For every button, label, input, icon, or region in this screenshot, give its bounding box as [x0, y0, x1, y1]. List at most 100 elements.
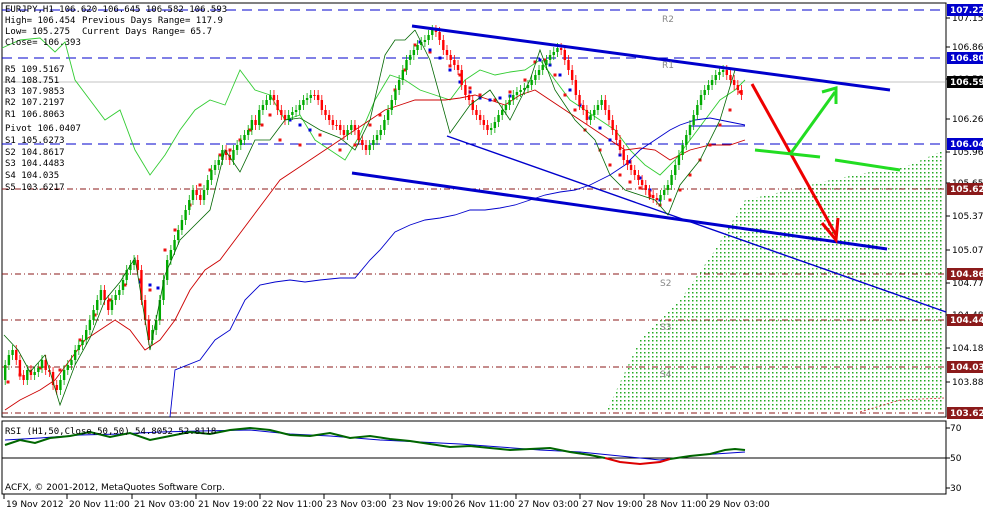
candle-body [324, 110, 327, 115]
candle-body [346, 130, 349, 135]
psar-dot-blue [538, 58, 542, 62]
candle-body [736, 85, 740, 90]
candle-body [515, 92, 519, 95]
psar-dot-blue [418, 40, 422, 44]
psar-dot-blue [308, 128, 312, 132]
candle-body [202, 190, 206, 200]
price-tag-label: 106.593 [950, 78, 983, 88]
candle-body [361, 140, 364, 145]
candle-body [169, 250, 173, 260]
candle-body [501, 110, 504, 115]
psar-dot [738, 90, 742, 94]
candle-body [578, 95, 581, 105]
candle-body [405, 60, 408, 70]
candle-body [582, 105, 585, 110]
x-tick-label: 21 Nov 03:00 [134, 500, 195, 510]
candle-body [729, 75, 732, 80]
candle-body [674, 165, 677, 175]
candle-body [663, 190, 666, 195]
price-tag [947, 183, 983, 195]
candle-body [397, 80, 401, 90]
psar-dot-blue [608, 138, 612, 142]
psar-dot [148, 288, 152, 292]
candle-body [420, 42, 423, 45]
candle-body [725, 70, 728, 75]
candle-body [313, 95, 316, 96]
candle-body [276, 100, 279, 110]
candle-body [699, 95, 703, 105]
rsi-axis: 70 50 30 [946, 424, 962, 494]
psar-dot-blue [156, 286, 160, 290]
high-text: High= 106.454 [5, 16, 75, 26]
prev-range-text: Previous Days Range= 117.9 [82, 16, 223, 26]
candle-body [254, 120, 257, 125]
candle-body [394, 90, 397, 100]
x-tick-label: 23 Nov 03:00 [326, 500, 387, 510]
candle-body [316, 95, 320, 100]
y-tick-label: 106.260 [952, 115, 983, 125]
down-arrow-head [820, 217, 840, 244]
rsi-label: RSI (H1,50,Close,50,50) 54.8052 52.8118 [5, 427, 216, 437]
x-tick-label: 27 Nov 19:00 [582, 500, 643, 510]
candle-body [51, 372, 55, 385]
rsi-tick-label: 70 [950, 424, 962, 434]
candle-body [302, 100, 305, 105]
psar-dot [448, 64, 452, 68]
psar-dot [688, 173, 692, 177]
upper-channel-line [411, 24, 891, 92]
psar-dot [248, 128, 252, 132]
x-tick-label: 19 Nov 2012 [6, 500, 64, 510]
close-text: Close= 106.393 [5, 38, 81, 48]
level-label-r1: R1 [662, 61, 674, 71]
price-tag-label: 104.448 [950, 316, 983, 326]
candle-body [151, 330, 154, 340]
candle-body [206, 180, 209, 190]
candle-body [29, 370, 33, 375]
psar-dot [543, 58, 547, 62]
psar-dot-blue [468, 90, 472, 94]
candle-body [423, 40, 427, 42]
candle-body [235, 145, 239, 150]
candle-body [626, 160, 629, 165]
psar-dot-blue [138, 280, 142, 284]
candle-body [696, 105, 699, 115]
candle-body [445, 50, 449, 55]
candle-body [375, 135, 379, 140]
psar-dot [718, 123, 722, 127]
psar-dot [108, 298, 112, 302]
pivot-s1: S1 105.6273 [5, 136, 65, 146]
candle-body [15, 350, 18, 360]
candle-body [184, 210, 187, 220]
psar-dot-blue [298, 123, 302, 127]
candle-body [431, 30, 434, 35]
candle-body [589, 115, 592, 120]
psar-dot [523, 78, 527, 82]
candle-body [44, 360, 47, 370]
y-axis: 107.150106.865106.580106.260105.965105.6… [946, 4, 983, 419]
cloud-edge [859, 397, 945, 413]
candle-body [7, 355, 11, 365]
psar-dot [58, 368, 62, 372]
candle-body [497, 115, 500, 122]
candle-body [637, 175, 640, 180]
candle-body [666, 185, 670, 190]
psar-dot-blue [428, 48, 432, 52]
price-tag [947, 76, 983, 88]
psar-dot-blue [448, 68, 452, 72]
candle-body [224, 150, 228, 155]
pivot-s4: S4 104.035 [5, 171, 59, 181]
candle-body [600, 100, 603, 105]
psar-dot [533, 60, 537, 64]
psar-dot-blue [148, 283, 152, 287]
candle-body [309, 95, 312, 98]
candle-body [140, 270, 143, 300]
candle-body [110, 300, 114, 310]
psar-dot [318, 133, 322, 137]
candle-body [37, 368, 40, 372]
candle-body [622, 150, 625, 160]
candle-body [221, 150, 224, 160]
candle-body [471, 100, 474, 110]
psar-dot [198, 183, 202, 187]
x-tick-label: 29 Nov 03:00 [709, 500, 770, 510]
